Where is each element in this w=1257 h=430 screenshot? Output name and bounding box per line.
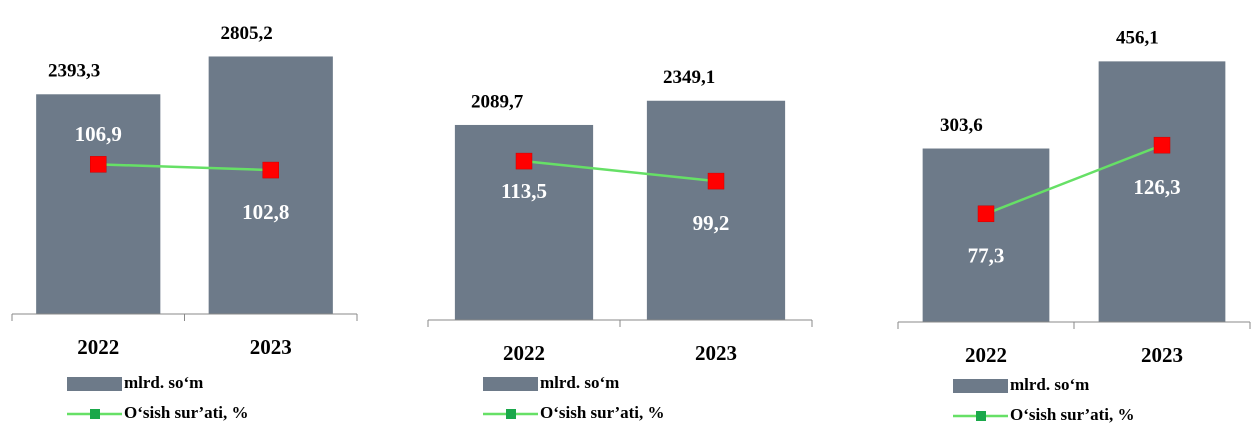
bar-value-label: 2393,3 — [48, 61, 100, 82]
bar-value-label: 456,1 — [1116, 28, 1159, 49]
growth-value-label: 106,9 — [75, 122, 122, 146]
legend-label: mlrd. so‘m — [124, 373, 203, 392]
bar-value-label: 2349,1 — [663, 67, 715, 88]
x-tick-label: 2023 — [1141, 343, 1183, 367]
growth-value-label: 113,5 — [501, 179, 547, 203]
bar-value-label: 2805,2 — [220, 23, 272, 44]
bar — [922, 148, 1050, 322]
growth-line — [985, 144, 1163, 215]
legend-label: O‘sish sur’ati, % — [1010, 405, 1135, 424]
growth-marker — [515, 152, 533, 170]
legend-swatch — [953, 379, 1008, 393]
legend-label: mlrd. so‘m — [540, 373, 619, 392]
growth-marker — [977, 205, 995, 223]
legend-label: O‘sish sur’ati, % — [124, 403, 249, 422]
x-tick-label: 2023 — [695, 341, 737, 365]
legend-marker — [90, 409, 100, 419]
growth-marker — [90, 156, 107, 173]
bar-value-label: 2089,7 — [471, 91, 524, 112]
legend-swatch — [67, 377, 122, 391]
x-tick-label: 2022 — [77, 335, 119, 359]
growth-value-label: 77,3 — [968, 244, 1005, 268]
legend-swatch — [483, 377, 538, 391]
bar — [1098, 61, 1226, 322]
legend-label: O‘sish sur’ati, % — [540, 403, 665, 422]
legend-label: mlrd. so‘m — [1010, 375, 1089, 394]
x-tick-label: 2022 — [965, 343, 1007, 367]
bar-value-label: 303,6 — [940, 115, 983, 136]
growth-marker — [1153, 136, 1171, 154]
growth-line — [523, 159, 717, 183]
growth-marker — [707, 172, 725, 190]
growth-marker — [262, 161, 279, 179]
growth-value-label: 126,3 — [1133, 175, 1180, 199]
bar — [646, 100, 786, 320]
x-tick-label: 2022 — [503, 341, 545, 365]
bar — [208, 56, 333, 314]
bar — [36, 94, 161, 314]
legend-marker — [976, 411, 986, 421]
x-tick-label: 2023 — [250, 335, 292, 359]
legend-marker — [506, 409, 516, 419]
growth-line — [98, 163, 271, 172]
growth-value-label: 99,2 — [693, 211, 730, 235]
growth-value-label: 102,8 — [242, 200, 289, 224]
